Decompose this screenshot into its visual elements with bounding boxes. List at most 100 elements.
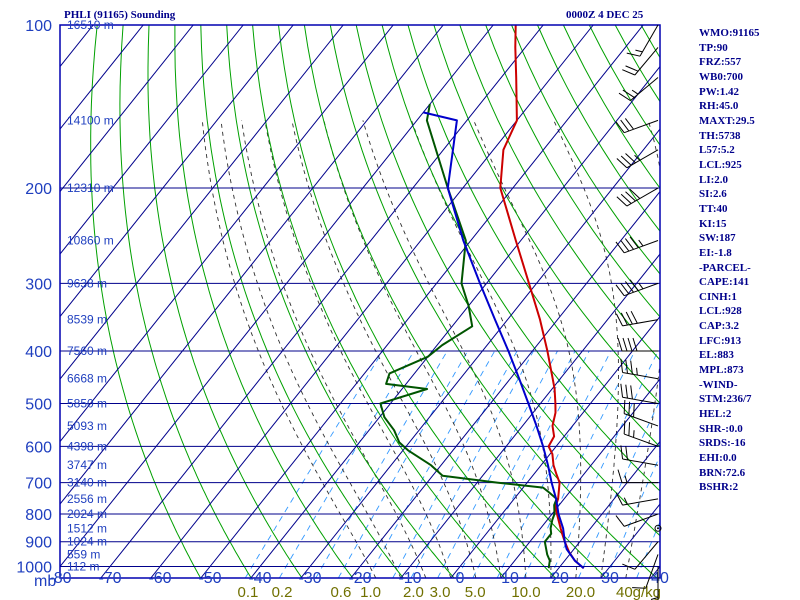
wind-barb-100 bbox=[626, 24, 659, 57]
mixing-line-28 bbox=[605, 454, 660, 578]
index-item: LI:2.0 bbox=[699, 173, 729, 186]
wind-barb-150 bbox=[615, 118, 659, 134]
index-item: CAP:3.2 bbox=[699, 320, 740, 333]
index-item: SRDS:-16 bbox=[699, 437, 746, 450]
height-label-600: 4398 m bbox=[67, 439, 107, 453]
mixing-line-0.6 bbox=[338, 350, 469, 578]
wind-barb-800 bbox=[615, 513, 659, 527]
index-item: CAPE:141 bbox=[699, 276, 750, 289]
height-label-900: 1024 m bbox=[67, 535, 107, 549]
dry-adiabat-360 bbox=[459, 25, 660, 361]
height-label-550: 5093 m bbox=[67, 419, 107, 433]
parcel-line bbox=[423, 111, 585, 569]
index-item: SI:2.6 bbox=[699, 188, 727, 201]
isotherm--70 bbox=[100, 25, 544, 578]
wind-barb-850 bbox=[654, 524, 662, 532]
wind-barb-650 bbox=[620, 445, 659, 466]
wind-barb-700 bbox=[617, 469, 658, 484]
height-label-800: 2024 m bbox=[67, 507, 107, 521]
index-item: EI:-1.8 bbox=[699, 246, 732, 259]
pressure-axis-label: mb bbox=[34, 573, 56, 590]
index-item: TT:40 bbox=[699, 202, 728, 215]
pressure-tick-700: 700 bbox=[25, 476, 52, 493]
temperature-tick--80: -80 bbox=[48, 570, 71, 587]
mixing-line-5 bbox=[472, 350, 590, 578]
wind-barb-250 bbox=[615, 236, 659, 254]
isotherm--90 bbox=[60, 25, 444, 505]
index-item: HEL:2 bbox=[699, 408, 732, 421]
temperature-tick--30: -30 bbox=[298, 570, 321, 587]
wind-barb-1000 bbox=[650, 566, 659, 600]
wind-barb-900 bbox=[622, 541, 659, 570]
index-item: WMO:91165 bbox=[699, 27, 760, 39]
isotherm--50 bbox=[200, 25, 644, 578]
dry-adiabat-260 bbox=[200, 25, 404, 578]
moist-adiabat--10 bbox=[220, 120, 402, 578]
height-label-350: 8539 m bbox=[67, 313, 107, 327]
dry-adiabat-250 bbox=[174, 25, 354, 578]
moist-adiabat-20 bbox=[411, 120, 552, 578]
index-item: CINH:1 bbox=[699, 290, 737, 303]
mixing-line-0.2 bbox=[279, 350, 415, 578]
height-label-750: 2556 m bbox=[67, 492, 107, 506]
pressure-tick-800: 800 bbox=[25, 507, 52, 524]
temperature-tick--50: -50 bbox=[198, 570, 221, 587]
mixing-ratio-tick-7: 10.0 bbox=[511, 584, 540, 600]
temperature-tick-40: 40 bbox=[651, 570, 669, 587]
wind-barb-400 bbox=[617, 337, 658, 352]
dry-adiabat-340 bbox=[407, 25, 660, 448]
dry-adiabat-410 bbox=[588, 25, 660, 146]
height-label-850: 1512 m bbox=[67, 521, 107, 535]
mixing-ratio-tick-3: 1.0 bbox=[360, 584, 381, 600]
dry-adiabats bbox=[90, 25, 660, 578]
plot-frame bbox=[59, 24, 661, 579]
mixing-ratio-tick-5: 3.0 bbox=[430, 584, 451, 600]
index-item: MAXT:29.5 bbox=[699, 114, 755, 127]
temperature-tick-30: 30 bbox=[601, 570, 619, 587]
temperature-tick--70: -70 bbox=[98, 570, 121, 587]
isotherm--110 bbox=[60, 25, 344, 380]
moist-adiabat-0 bbox=[264, 120, 452, 578]
mixing-line-10 bbox=[523, 350, 636, 578]
moist-adiabat-25 bbox=[473, 120, 582, 578]
pressure-tick-500: 500 bbox=[25, 397, 52, 414]
mixing-ratio-tick-6: 5.0 bbox=[465, 584, 486, 600]
isotherm--20 bbox=[350, 190, 660, 578]
dry-adiabat-400 bbox=[562, 25, 660, 189]
dewpoint-line bbox=[379, 103, 558, 569]
isotherm--80 bbox=[60, 25, 494, 568]
pressure-tick-900: 900 bbox=[25, 535, 52, 552]
temperature-tick-20: 20 bbox=[551, 570, 569, 587]
pressure-tick-300: 300 bbox=[25, 276, 52, 293]
mixing-line-0.1 bbox=[244, 350, 384, 578]
isotherm--30 bbox=[300, 128, 660, 578]
wind-barb-350 bbox=[615, 310, 659, 327]
dry-adiabat-380 bbox=[511, 25, 660, 275]
index-item: BSHR:2 bbox=[699, 481, 739, 494]
pressure-tick-200: 200 bbox=[25, 181, 52, 198]
height-label-1000: 112 m bbox=[67, 560, 99, 574]
wind-barb-300 bbox=[615, 279, 659, 297]
index-item: SW:187 bbox=[699, 232, 736, 245]
height-label-150: 14100 m bbox=[67, 113, 114, 127]
stability-indices-panel: WMO:91165 TP:90 FRZ:557 WB0:700 PW:1.42 RH:45… bbox=[699, 26, 760, 495]
dry-adiabat-350 bbox=[433, 25, 660, 404]
mixing-ratio-lines bbox=[244, 350, 660, 578]
index-item: MPL:873 bbox=[699, 364, 744, 377]
wind-barb-125 bbox=[618, 77, 659, 102]
wind-barb-950 bbox=[632, 554, 659, 589]
pressure-tick-100: 100 bbox=[25, 18, 52, 35]
dry-adiabat-370 bbox=[485, 25, 660, 318]
index-item: TP:90 bbox=[699, 41, 728, 54]
mixing-ratio-tick-8: 20.0 bbox=[566, 584, 595, 600]
height-label-250: 10860 m bbox=[67, 233, 114, 247]
wind-barb-200 bbox=[616, 187, 659, 207]
wind-barb-170 bbox=[616, 149, 659, 169]
dry-adiabat-320 bbox=[355, 25, 660, 537]
temperature-tick-10: 10 bbox=[501, 570, 519, 587]
wind-barb-450 bbox=[620, 358, 659, 380]
pressure-tick-600: 600 bbox=[25, 439, 52, 456]
isotherm--10 bbox=[400, 253, 660, 578]
index-item: L57:5.2 bbox=[699, 144, 735, 157]
